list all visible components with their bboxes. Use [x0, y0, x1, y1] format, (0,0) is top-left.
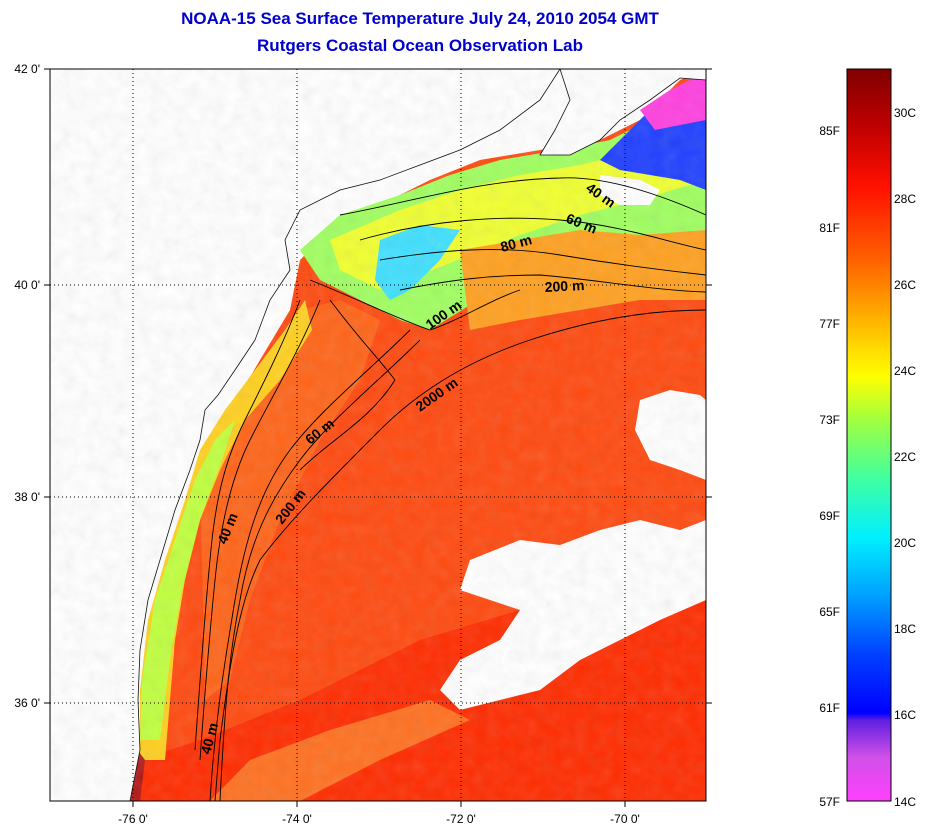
lat-label: 36 0' [14, 696, 40, 710]
colorbar-f-label: 65F [819, 605, 840, 619]
map-title: NOAA-15 Sea Surface Temperature July 24,… [181, 9, 659, 28]
colorbar-f-label: 61F [819, 701, 840, 715]
colorbar-f-label: 69F [819, 509, 840, 523]
colorbar-c-label: 22C [894, 450, 916, 464]
contour-40m-north [339, 177, 706, 216]
graticule [50, 69, 706, 801]
contour-shelf-b [194, 299, 301, 751]
colorbar-c-label: 16C [894, 708, 916, 722]
bathymetry-contours [194, 177, 706, 801]
lon-label: -72 0' [446, 812, 476, 826]
map-border [49, 68, 707, 802]
lat-label: 38 0' [14, 490, 40, 504]
contour-200m-north [399, 274, 706, 293]
colorbar-c-label: 24C [894, 364, 916, 378]
lon-label: -76 0' [118, 812, 148, 826]
colorbar-c-label: 20C [894, 536, 916, 550]
contour-80m [379, 249, 706, 276]
contour-slope-b [209, 329, 411, 801]
colorbar-f-label: 81F [819, 221, 840, 235]
contour-shelf-a [199, 299, 321, 761]
colorbar [846, 68, 892, 802]
colorbar-c-label: 14C [894, 795, 916, 809]
colorbar-f-label: 57F [819, 795, 840, 809]
map-subtitle: Rutgers Coastal Ocean Observation Lab [257, 36, 583, 55]
lon-label: -70 0' [610, 812, 640, 826]
colorbar-c-label: 30C [894, 106, 916, 120]
colorbar-c-label: 26C [894, 278, 916, 292]
contour-label: 80 m [499, 231, 534, 255]
lat-label: 40 0' [14, 278, 40, 292]
texture-overlay [50, 69, 706, 801]
contour-100m [309, 279, 521, 331]
colorbar-c-label: 18C [894, 622, 916, 636]
contour-canyon [299, 299, 396, 471]
colorbar-c-label: 28C [894, 192, 916, 206]
contour-label: 200 m [544, 277, 584, 295]
colorbar-f-label: 77F [819, 317, 840, 331]
lon-label: -74 0' [282, 812, 312, 826]
contour-2000m [214, 309, 706, 801]
colorbar-f-label: 85F [819, 124, 840, 138]
colorbar-f-label: 73F [819, 413, 840, 427]
contour-slope-a [219, 339, 421, 801]
contour-label: 40 m [197, 721, 221, 756]
lat-label: 42 0' [14, 62, 40, 76]
axis-ticks [44, 68, 712, 807]
contour-60m [359, 217, 706, 251]
